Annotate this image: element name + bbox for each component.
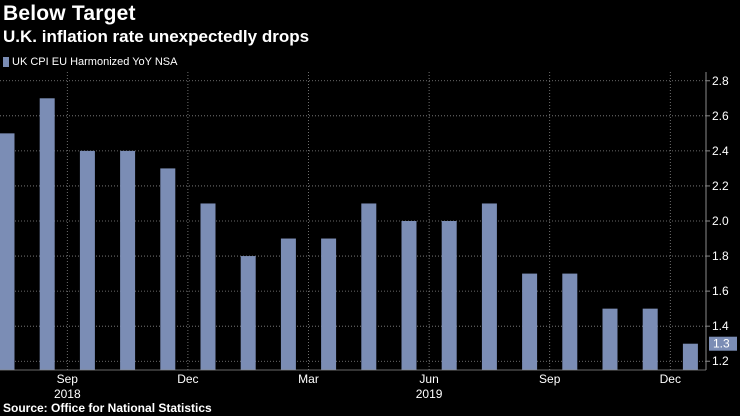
x-year-label: 2019 [416, 387, 443, 401]
x-tick-label: Mar [298, 372, 319, 386]
source-note: Source: Office for National Statistics [3, 401, 212, 415]
bar [201, 203, 216, 370]
x-tick-label: Sep [57, 372, 79, 386]
y-tick-label: 2.0 [712, 214, 729, 228]
x-tick-label: Dec [177, 372, 198, 386]
y-tick-label: 2.6 [712, 109, 729, 123]
bar [402, 221, 417, 370]
bar [562, 274, 577, 370]
bar [442, 221, 457, 370]
bar-chart: 1.2 1.4 1.6 1.8 2.0 2.2 2.4 2.6 2.8 Sep Dec Mar Jun S… [0, 0, 740, 416]
bar [683, 344, 698, 370]
bar [482, 203, 497, 370]
x-year-label: 2018 [54, 387, 81, 401]
bar [120, 151, 135, 370]
last-value-label: 1.3 [713, 337, 730, 351]
bar [643, 309, 658, 370]
bar [80, 151, 95, 370]
bar [522, 274, 537, 370]
bar [361, 203, 376, 370]
y-tick-label: 1.6 [712, 284, 729, 298]
y-tick-label: 2.8 [712, 74, 729, 88]
bar [603, 309, 618, 370]
bar [321, 239, 336, 370]
bar [0, 133, 15, 370]
y-tick-label: 2.2 [712, 179, 729, 193]
x-tick-label: Sep [539, 372, 561, 386]
bar [160, 168, 175, 370]
bar [241, 256, 256, 370]
y-tick-label: 1.2 [712, 354, 729, 368]
x-tick-label: Jun [419, 372, 438, 386]
y-tick-label: 1.4 [712, 319, 729, 333]
y-tick-label: 1.8 [712, 249, 729, 263]
bar [40, 98, 55, 370]
bar [281, 239, 296, 370]
y-tick-label: 2.4 [712, 144, 729, 158]
x-tick-label: Dec [660, 372, 681, 386]
